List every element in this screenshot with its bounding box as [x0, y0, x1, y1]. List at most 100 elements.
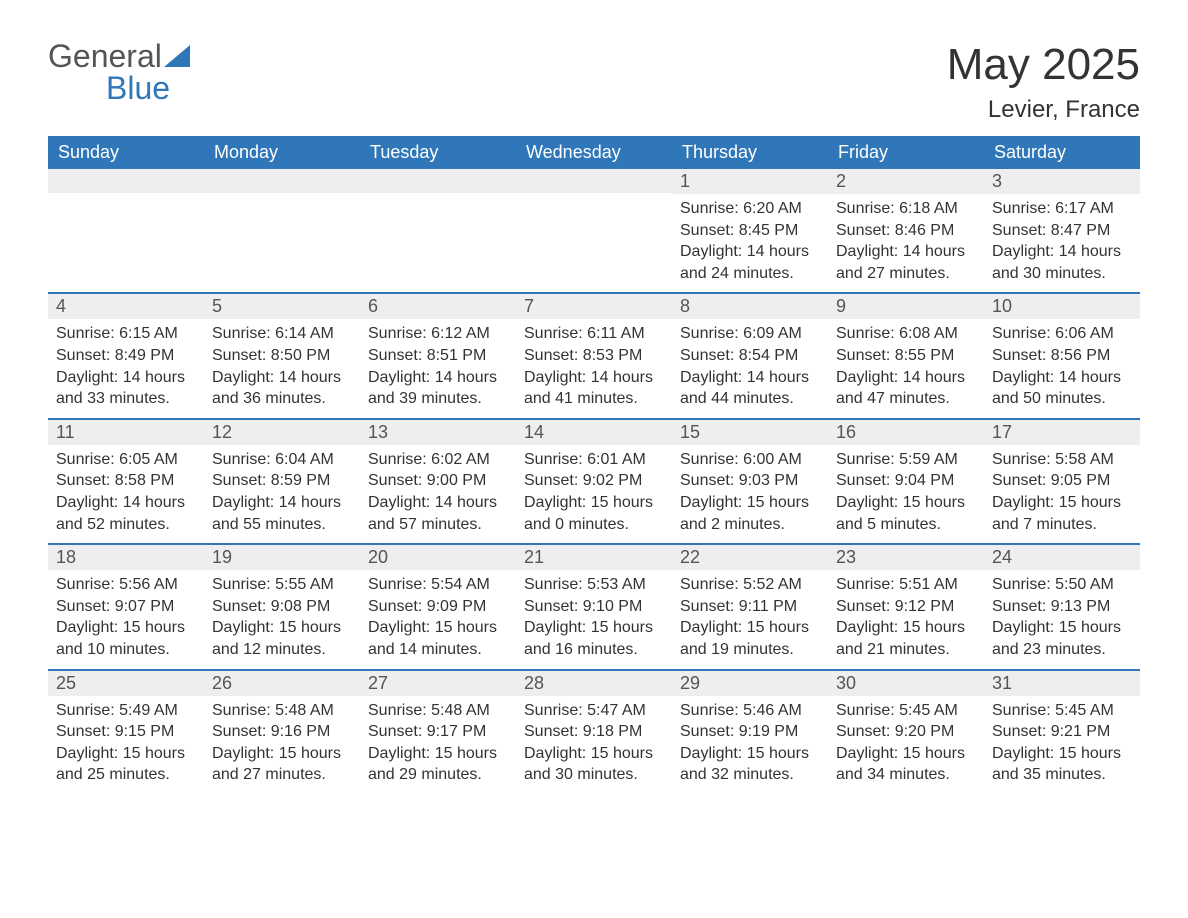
sunset-text: Sunset: 8:59 PM — [212, 470, 352, 492]
day-number: 10 — [984, 294, 1140, 319]
sunset-text: Sunset: 9:11 PM — [680, 596, 820, 618]
daylight-text: Daylight: 15 hours and 5 minutes. — [836, 492, 976, 535]
brand-part1: General — [48, 38, 162, 74]
day-number: 23 — [828, 545, 984, 570]
day-number: 13 — [360, 420, 516, 445]
day-number — [48, 169, 204, 193]
calendar-cell: 6Sunrise: 6:12 AMSunset: 8:51 PMDaylight… — [360, 294, 516, 417]
calendar-cell: 28Sunrise: 5:47 AMSunset: 9:18 PMDayligh… — [516, 671, 672, 794]
daylight-text: Daylight: 14 hours and 41 minutes. — [524, 367, 664, 410]
page-header: General Blue May 2025 Levier, France — [48, 40, 1140, 124]
sunset-text: Sunset: 9:07 PM — [56, 596, 196, 618]
sunset-text: Sunset: 8:51 PM — [368, 345, 508, 367]
calendar-cell: 7Sunrise: 6:11 AMSunset: 8:53 PMDaylight… — [516, 294, 672, 417]
calendar-cell — [360, 169, 516, 292]
calendar-cell: 29Sunrise: 5:46 AMSunset: 9:19 PMDayligh… — [672, 671, 828, 794]
calendar-cell: 13Sunrise: 6:02 AMSunset: 9:00 PMDayligh… — [360, 420, 516, 543]
brand-text: General Blue — [48, 40, 190, 104]
cell-body: Sunrise: 5:45 AMSunset: 9:20 PMDaylight:… — [828, 696, 984, 794]
cell-body: Sunrise: 5:55 AMSunset: 9:08 PMDaylight:… — [204, 570, 360, 668]
sunrise-text: Sunrise: 6:04 AM — [212, 449, 352, 471]
sunset-text: Sunset: 9:12 PM — [836, 596, 976, 618]
cell-body: Sunrise: 6:11 AMSunset: 8:53 PMDaylight:… — [516, 319, 672, 417]
calendar-cell: 14Sunrise: 6:01 AMSunset: 9:02 PMDayligh… — [516, 420, 672, 543]
sunset-text: Sunset: 8:53 PM — [524, 345, 664, 367]
sunset-text: Sunset: 8:58 PM — [56, 470, 196, 492]
sunset-text: Sunset: 8:49 PM — [56, 345, 196, 367]
day-number: 8 — [672, 294, 828, 319]
sunrise-text: Sunrise: 6:17 AM — [992, 198, 1132, 220]
title-block: May 2025 Levier, France — [947, 40, 1140, 124]
sunrise-text: Sunrise: 6:00 AM — [680, 449, 820, 471]
day-number: 5 — [204, 294, 360, 319]
sunset-text: Sunset: 9:20 PM — [836, 721, 976, 743]
daylight-text: Daylight: 15 hours and 25 minutes. — [56, 743, 196, 786]
day-number: 12 — [204, 420, 360, 445]
sunrise-text: Sunrise: 6:20 AM — [680, 198, 820, 220]
calendar-cell: 25Sunrise: 5:49 AMSunset: 9:15 PMDayligh… — [48, 671, 204, 794]
cell-body: Sunrise: 5:56 AMSunset: 9:07 PMDaylight:… — [48, 570, 204, 668]
calendar-cell: 16Sunrise: 5:59 AMSunset: 9:04 PMDayligh… — [828, 420, 984, 543]
calendar-cell: 18Sunrise: 5:56 AMSunset: 9:07 PMDayligh… — [48, 545, 204, 668]
sunset-text: Sunset: 9:15 PM — [56, 721, 196, 743]
calendar-week: 11Sunrise: 6:05 AMSunset: 8:58 PMDayligh… — [48, 418, 1140, 543]
cell-body: Sunrise: 6:01 AMSunset: 9:02 PMDaylight:… — [516, 445, 672, 543]
daylight-text: Daylight: 15 hours and 10 minutes. — [56, 617, 196, 660]
sunset-text: Sunset: 8:50 PM — [212, 345, 352, 367]
calendar-cell: 17Sunrise: 5:58 AMSunset: 9:05 PMDayligh… — [984, 420, 1140, 543]
day-header-thursday: Thursday — [672, 136, 828, 169]
day-number: 17 — [984, 420, 1140, 445]
calendar-week: 1Sunrise: 6:20 AMSunset: 8:45 PMDaylight… — [48, 169, 1140, 292]
day-header-tuesday: Tuesday — [360, 136, 516, 169]
day-number: 18 — [48, 545, 204, 570]
calendar-cell: 24Sunrise: 5:50 AMSunset: 9:13 PMDayligh… — [984, 545, 1140, 668]
day-number: 16 — [828, 420, 984, 445]
day-number — [204, 169, 360, 193]
daylight-text: Daylight: 15 hours and 12 minutes. — [212, 617, 352, 660]
cell-body: Sunrise: 5:59 AMSunset: 9:04 PMDaylight:… — [828, 445, 984, 543]
daylight-text: Daylight: 14 hours and 50 minutes. — [992, 367, 1132, 410]
day-number: 15 — [672, 420, 828, 445]
sunrise-text: Sunrise: 6:14 AM — [212, 323, 352, 345]
cell-body: Sunrise: 5:58 AMSunset: 9:05 PMDaylight:… — [984, 445, 1140, 543]
sunset-text: Sunset: 8:47 PM — [992, 220, 1132, 242]
calendar-week: 25Sunrise: 5:49 AMSunset: 9:15 PMDayligh… — [48, 669, 1140, 794]
calendar-cell: 20Sunrise: 5:54 AMSunset: 9:09 PMDayligh… — [360, 545, 516, 668]
cell-body: Sunrise: 5:52 AMSunset: 9:11 PMDaylight:… — [672, 570, 828, 668]
calendar-weeks: 1Sunrise: 6:20 AMSunset: 8:45 PMDaylight… — [48, 169, 1140, 794]
day-number: 4 — [48, 294, 204, 319]
cell-body: Sunrise: 5:48 AMSunset: 9:16 PMDaylight:… — [204, 696, 360, 794]
cell-body: Sunrise: 6:04 AMSunset: 8:59 PMDaylight:… — [204, 445, 360, 543]
sunrise-text: Sunrise: 5:59 AM — [836, 449, 976, 471]
day-number: 24 — [984, 545, 1140, 570]
location-label: Levier, France — [947, 96, 1140, 124]
day-number: 30 — [828, 671, 984, 696]
day-number: 7 — [516, 294, 672, 319]
calendar-cell: 19Sunrise: 5:55 AMSunset: 9:08 PMDayligh… — [204, 545, 360, 668]
sunrise-text: Sunrise: 6:15 AM — [56, 323, 196, 345]
calendar-cell: 10Sunrise: 6:06 AMSunset: 8:56 PMDayligh… — [984, 294, 1140, 417]
cell-body: Sunrise: 6:15 AMSunset: 8:49 PMDaylight:… — [48, 319, 204, 417]
daylight-text: Daylight: 15 hours and 30 minutes. — [524, 743, 664, 786]
sunset-text: Sunset: 9:17 PM — [368, 721, 508, 743]
sunrise-text: Sunrise: 5:52 AM — [680, 574, 820, 596]
calendar-cell: 11Sunrise: 6:05 AMSunset: 8:58 PMDayligh… — [48, 420, 204, 543]
cell-body: Sunrise: 6:14 AMSunset: 8:50 PMDaylight:… — [204, 319, 360, 417]
calendar-cell: 26Sunrise: 5:48 AMSunset: 9:16 PMDayligh… — [204, 671, 360, 794]
daylight-text: Daylight: 15 hours and 7 minutes. — [992, 492, 1132, 535]
calendar: Sunday Monday Tuesday Wednesday Thursday… — [48, 136, 1140, 794]
cell-body: Sunrise: 6:17 AMSunset: 8:47 PMDaylight:… — [984, 194, 1140, 292]
sunrise-text: Sunrise: 6:12 AM — [368, 323, 508, 345]
daylight-text: Daylight: 14 hours and 55 minutes. — [212, 492, 352, 535]
daylight-text: Daylight: 15 hours and 16 minutes. — [524, 617, 664, 660]
calendar-day-header: Sunday Monday Tuesday Wednesday Thursday… — [48, 136, 1140, 169]
cell-body — [48, 193, 204, 205]
day-header-sunday: Sunday — [48, 136, 204, 169]
cell-body: Sunrise: 5:46 AMSunset: 9:19 PMDaylight:… — [672, 696, 828, 794]
daylight-text: Daylight: 15 hours and 0 minutes. — [524, 492, 664, 535]
calendar-cell — [516, 169, 672, 292]
calendar-cell: 12Sunrise: 6:04 AMSunset: 8:59 PMDayligh… — [204, 420, 360, 543]
daylight-text: Daylight: 15 hours and 32 minutes. — [680, 743, 820, 786]
sunset-text: Sunset: 9:00 PM — [368, 470, 508, 492]
sunrise-text: Sunrise: 6:06 AM — [992, 323, 1132, 345]
